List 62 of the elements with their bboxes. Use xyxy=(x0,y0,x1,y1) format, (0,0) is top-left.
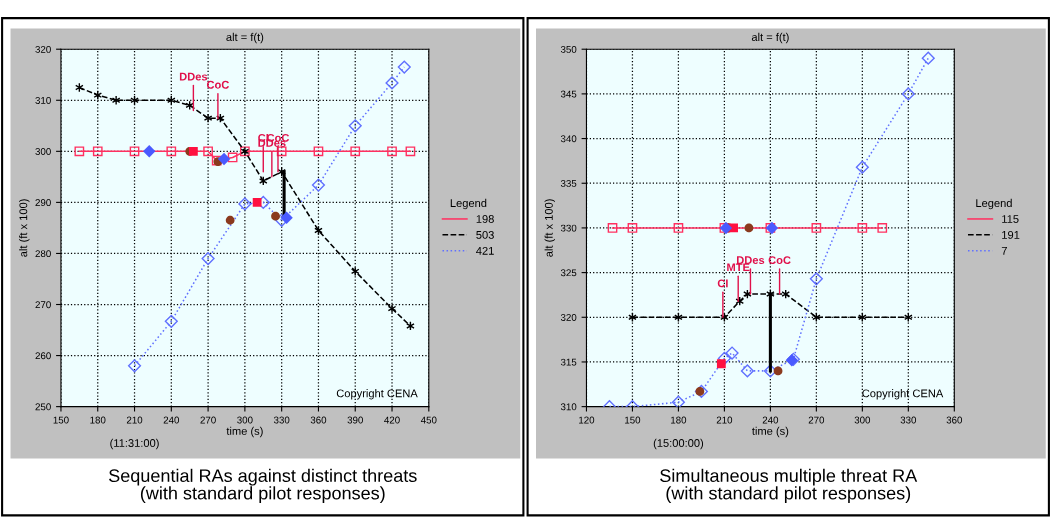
x-tick-label: 150 xyxy=(625,416,641,424)
annotation: CoC xyxy=(206,80,230,89)
annotation: DDes xyxy=(737,256,765,265)
x-tick-label: 450 xyxy=(420,416,437,424)
legend-label: 503 xyxy=(476,230,494,239)
annotation: DDes xyxy=(179,72,208,81)
x-tick-label: 210 xyxy=(126,416,143,424)
y-tick-label: 350 xyxy=(560,45,577,53)
y-tick-label: 315 xyxy=(560,358,577,366)
text: Simultaneous multiple threat RA (with standard pilot responses) xyxy=(660,468,918,504)
legend-label: 115 xyxy=(1002,215,1019,223)
y-tick-label: 290 xyxy=(35,199,51,207)
y-tick-label: 345 xyxy=(560,90,577,98)
y-tick-label: 250 xyxy=(35,403,51,411)
x-tick-label: 300 xyxy=(237,416,253,424)
legend-title: Legend xyxy=(976,198,1012,210)
legend-label: 421 xyxy=(476,246,494,255)
annotation: CI xyxy=(717,279,728,288)
x-tick-label: 240 xyxy=(163,416,180,424)
x-tick-label: 330 xyxy=(273,416,290,424)
y-tick-label: 300 xyxy=(35,148,51,155)
x-tick-label: 360 xyxy=(946,416,963,424)
x-axis-title: time (s) xyxy=(226,426,263,438)
x-tick-label: 180 xyxy=(90,416,106,424)
x-tick-label: 150 xyxy=(53,416,69,424)
legend-label: 198 xyxy=(476,215,494,223)
annotation: Copyright CENA xyxy=(336,389,418,400)
x-tick-label: 210 xyxy=(716,416,733,424)
x-tick-label: 240 xyxy=(762,416,779,424)
y-tick-label: 320 xyxy=(35,45,51,53)
y-tick-label: 310 xyxy=(560,403,577,411)
x-tick-label: 420 xyxy=(384,416,400,424)
y-tick-label: 330 xyxy=(560,224,577,232)
legend-label: 191 xyxy=(1002,230,1020,239)
text: Sequential RAs against distinct threats (with standard pilot responses) xyxy=(109,468,417,504)
x-tick-label: 330 xyxy=(900,416,917,424)
y-axis-title: alt (ft x 100) xyxy=(544,199,555,257)
text: (15:00:00) xyxy=(653,438,704,450)
chart-title: alt = f(t) xyxy=(751,32,789,44)
y-tick-label: 320 xyxy=(560,314,577,321)
y-tick-label: 270 xyxy=(35,301,51,309)
y-tick-label: 325 xyxy=(560,269,577,277)
annotation: Copyright CENA xyxy=(862,389,944,400)
x-axis-title: time (s) xyxy=(752,426,789,438)
y-tick-label: 340 xyxy=(560,135,577,143)
y-tick-label: 310 xyxy=(35,97,51,104)
y-tick-label: 280 xyxy=(35,250,51,258)
x-tick-label: 180 xyxy=(671,416,687,424)
x-tick-label: 390 xyxy=(347,416,363,424)
y-axis-title: alt (ft x 100) xyxy=(19,199,30,257)
legend-label: 7 xyxy=(1001,247,1007,255)
text: (11:31:00) xyxy=(110,438,159,450)
y-tick-label: 335 xyxy=(560,179,577,187)
y-tick-label: 260 xyxy=(35,352,51,360)
x-tick-label: 360 xyxy=(310,416,327,424)
x-tick-label: 270 xyxy=(200,416,216,424)
x-tick-label: 270 xyxy=(808,416,825,424)
chart-title: alt = f(t) xyxy=(226,32,264,44)
x-tick-label: 300 xyxy=(854,416,871,424)
x-tick-label: 120 xyxy=(579,416,595,424)
annotation: CoC xyxy=(768,256,791,265)
legend-title: Legend xyxy=(450,198,487,210)
